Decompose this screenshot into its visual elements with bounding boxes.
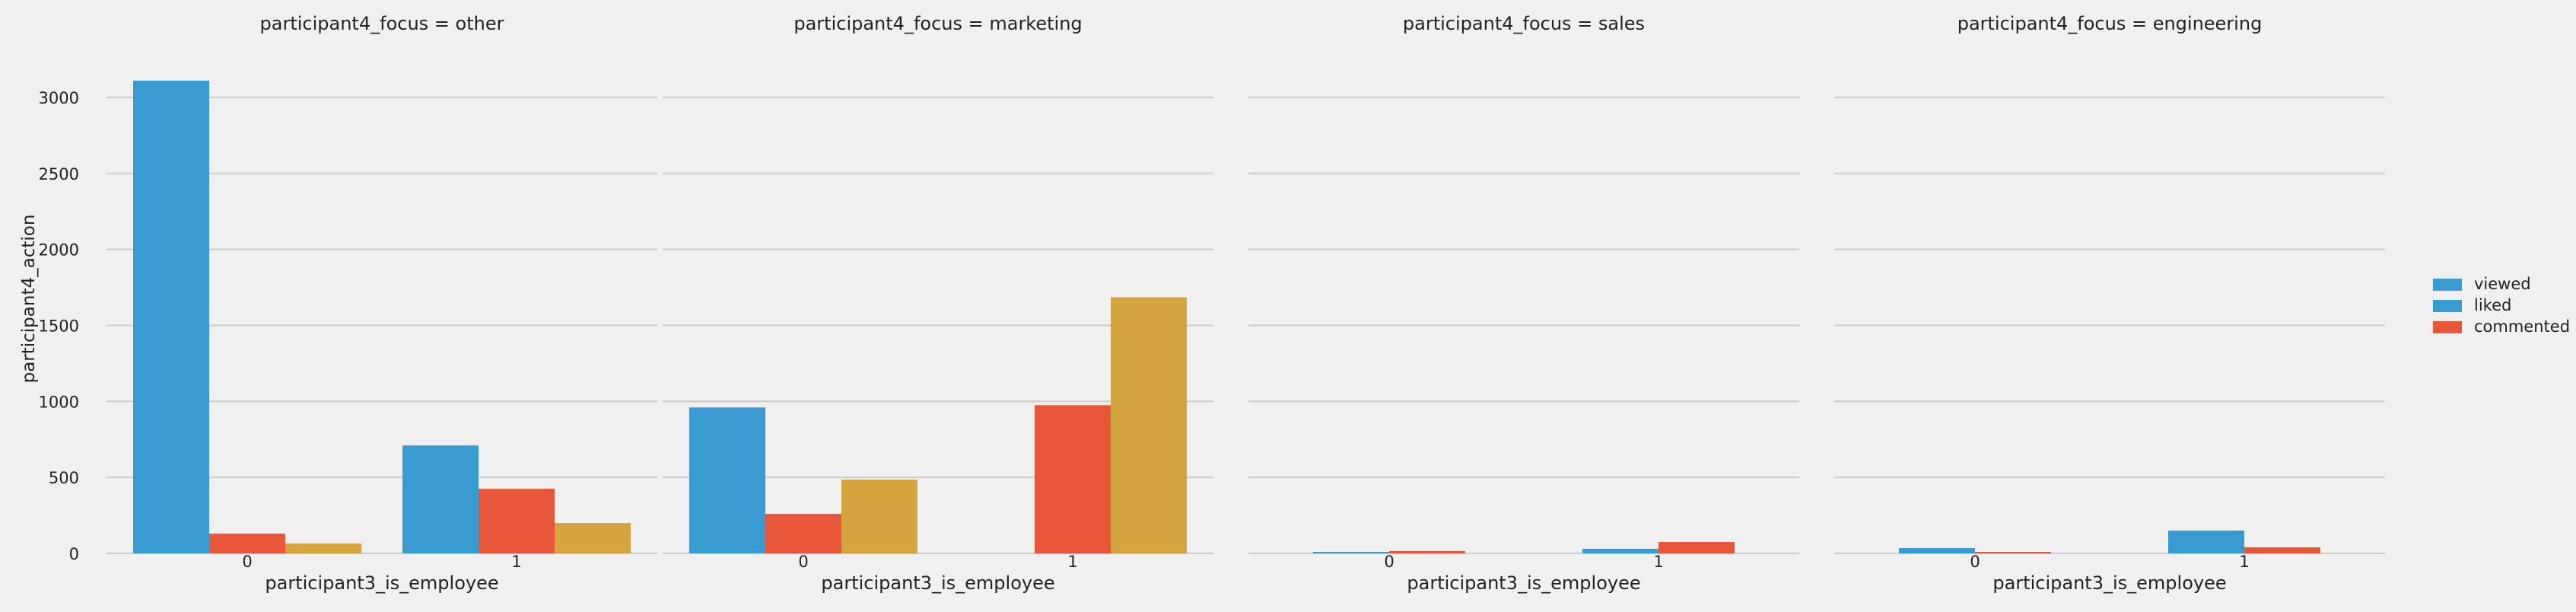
- y-tick-label: 500: [49, 469, 79, 487]
- x-axis-label: participant3_is_employee: [1407, 572, 1640, 594]
- legend-swatch: [2433, 279, 2462, 291]
- bar: [2244, 547, 2320, 553]
- bar: [1899, 548, 1975, 553]
- y-tick-label: 0: [69, 545, 79, 563]
- x-tick-label: 1: [511, 553, 521, 571]
- legend-label: liked: [2474, 296, 2511, 314]
- y-axis-label: participant4_action: [19, 215, 39, 384]
- legend-label: commented: [2474, 317, 2570, 336]
- legend-label: viewed: [2474, 275, 2531, 293]
- bar: [1975, 552, 2051, 553]
- y-tick-label: 2500: [39, 165, 79, 183]
- x-tick-label: 0: [242, 553, 252, 571]
- bar: [2168, 531, 2244, 553]
- x-axis-label: participant3_is_employee: [821, 572, 1054, 594]
- x-tick-label: 1: [1067, 553, 1077, 571]
- x-tick-label: 1: [2239, 553, 2249, 571]
- panel-title: participant4_focus = sales: [1403, 13, 1645, 34]
- bar: [1035, 405, 1111, 553]
- bar: [1658, 542, 1735, 553]
- bar: [555, 523, 631, 553]
- x-tick-label: 0: [798, 553, 808, 571]
- bar: [1111, 297, 1187, 553]
- bar: [402, 445, 479, 553]
- bar: [841, 480, 918, 553]
- bar: [209, 534, 285, 553]
- bar: [479, 489, 555, 553]
- x-tick-label: 0: [1384, 553, 1394, 571]
- y-tick-label: 1500: [39, 317, 79, 335]
- y-tick-label: 3000: [39, 89, 79, 107]
- x-tick-label: 0: [1970, 553, 1980, 571]
- panel-title: participant4_focus = other: [260, 13, 504, 34]
- x-axis-label: participant3_is_employee: [265, 572, 498, 594]
- bar: [1389, 551, 1465, 553]
- bar: [1313, 552, 1389, 553]
- x-axis-label: participant3_is_employee: [1992, 572, 2226, 594]
- bar: [689, 407, 765, 553]
- panel-title: participant4_focus = marketing: [793, 13, 1082, 34]
- bar: [765, 514, 841, 553]
- legend-swatch: [2433, 321, 2462, 333]
- legend-swatch: [2433, 300, 2462, 312]
- y-tick-label: 1000: [39, 393, 79, 411]
- x-tick-label: 1: [1653, 553, 1663, 571]
- bar: [285, 543, 361, 553]
- bar: [1582, 549, 1658, 553]
- y-tick-label: 2000: [39, 241, 79, 260]
- bar: [133, 80, 209, 554]
- panel-title: participant4_focus = engineering: [1957, 13, 2263, 34]
